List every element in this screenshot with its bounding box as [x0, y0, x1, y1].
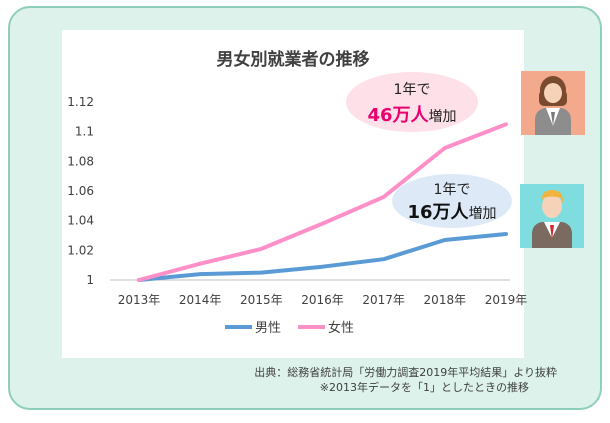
y-tick-label: 1.08	[67, 154, 94, 168]
chart-title: 男女別就業者の推移	[217, 49, 370, 70]
y-axis: 1.12 1.1 1.08 1.06 1.04 1.02 1	[67, 95, 94, 287]
y-tick-label: 1	[86, 273, 94, 287]
female-bubble-line1: 1年で	[394, 82, 431, 98]
male-bubble-line1: 1年で	[434, 182, 471, 198]
legend-female-label: 女性	[328, 320, 354, 336]
male-bubble-line2: 16万人増加	[407, 202, 496, 223]
x-tick-label: 2013年	[118, 293, 161, 307]
source-line1: 出典：総務省統計局「労働力調査2019年平均結果」より抜粋	[254, 365, 557, 379]
female-bubble	[346, 72, 478, 132]
source-line2: ※2013年データを「1」としたときの推移	[320, 380, 529, 394]
series-line-female	[137, 122, 508, 282]
x-tick-label: 2018年	[424, 293, 467, 307]
plot-area	[137, 122, 508, 282]
male-bubble	[392, 174, 512, 228]
male-bubble-suffix: 増加	[469, 206, 497, 222]
legend-male-label: 男性	[255, 321, 281, 336]
legend: 男性 女性	[225, 320, 354, 336]
series-line-male	[137, 232, 508, 282]
female-bubble-amount: 46万人	[367, 105, 429, 126]
x-tick-label: 2016年	[301, 293, 344, 307]
x-tick-label: 2017年	[362, 293, 405, 307]
y-tick-label: 1.04	[67, 214, 94, 228]
female-bubble-suffix: 増加	[429, 109, 457, 125]
x-axis: 2013年 2014年 2015年 2016年 2017年 2018年 2019年	[118, 293, 528, 307]
y-tick-label: 1.12	[67, 95, 94, 109]
man-avatar-icon	[520, 184, 584, 248]
y-tick-label: 1.06	[67, 184, 94, 198]
female-annotation: 1年で 46万人増加	[346, 72, 478, 132]
male-annotation: 1年で 16万人増加	[392, 174, 512, 228]
female-bubble-line2: 46万人増加	[367, 105, 456, 126]
x-tick-label: 2019年	[485, 293, 528, 307]
woman-avatar-icon	[521, 71, 585, 135]
x-tick-label: 2015年	[240, 293, 283, 307]
y-tick-label: 1.1	[75, 125, 94, 139]
x-tick-label: 2014年	[179, 293, 222, 307]
y-tick-label: 1.02	[67, 243, 94, 257]
male-bubble-amount: 16万人	[407, 202, 469, 223]
